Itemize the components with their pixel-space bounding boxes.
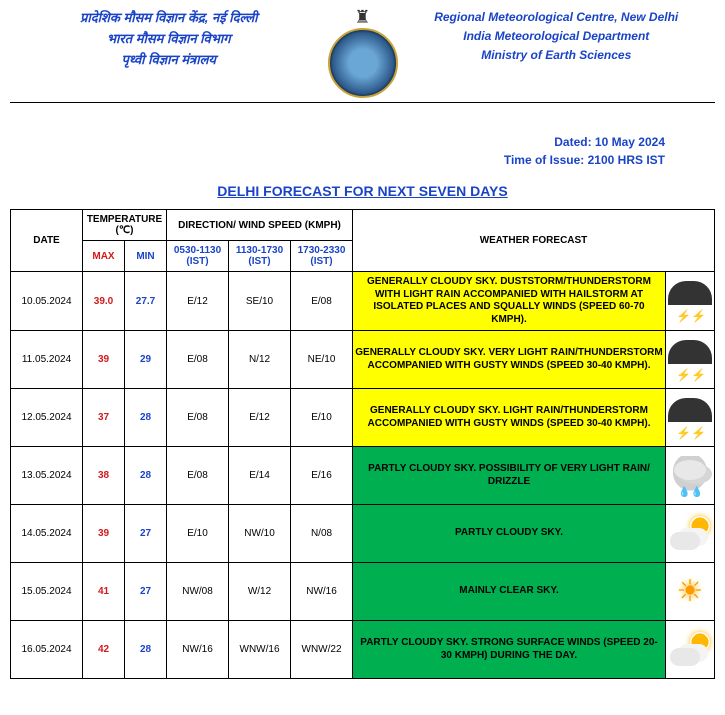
weather-icon-cell bbox=[666, 505, 715, 563]
weather-icon-cell bbox=[666, 563, 715, 621]
wind-slot3: WNW/22 bbox=[291, 621, 353, 679]
partly-icon bbox=[668, 630, 712, 670]
max-temp: 39.0 bbox=[83, 272, 125, 331]
max-temp: 38 bbox=[83, 447, 125, 505]
th-slot1: 0530-1130 (IST) bbox=[167, 241, 229, 272]
header-divider bbox=[10, 102, 715, 103]
date-cell: 13.05.2024 bbox=[11, 447, 83, 505]
eng-line-2: India Meteorological Department bbox=[408, 27, 706, 46]
max-temp: 39 bbox=[83, 331, 125, 389]
wind-slot1: E/08 bbox=[167, 447, 229, 505]
max-temp: 37 bbox=[83, 389, 125, 447]
wind-slot2: WNW/16 bbox=[229, 621, 291, 679]
page-title: DELHI FORECAST FOR NEXT SEVEN DAYS bbox=[0, 175, 725, 209]
forecast-text: PARTLY CLOUDY SKY. bbox=[353, 505, 666, 563]
date-cell: 12.05.2024 bbox=[11, 389, 83, 447]
forecast-text: PARTLY CLOUDY SKY. POSSIBILITY OF VERY L… bbox=[353, 447, 666, 505]
imd-seal-icon bbox=[328, 28, 398, 98]
th-slot3: 1730-2330 (IST) bbox=[291, 241, 353, 272]
min-temp: 28 bbox=[125, 447, 167, 505]
th-temperature: TEMPERATURE (℃) bbox=[83, 210, 167, 241]
min-temp: 28 bbox=[125, 621, 167, 679]
min-temp: 27 bbox=[125, 505, 167, 563]
wind-slot3: E/08 bbox=[291, 272, 353, 331]
th-forecast: WEATHER FORECAST bbox=[353, 210, 715, 272]
weather-icon-cell bbox=[666, 272, 715, 331]
wind-slot2: E/14 bbox=[229, 447, 291, 505]
weather-icon-cell bbox=[666, 389, 715, 447]
rain-icon bbox=[668, 456, 712, 496]
forecast-table: DATE TEMPERATURE (℃) DIRECTION/ WIND SPE… bbox=[10, 209, 715, 679]
wind-slot2: E/12 bbox=[229, 389, 291, 447]
min-temp: 27.7 bbox=[125, 272, 167, 331]
wind-slot1: E/08 bbox=[167, 389, 229, 447]
table-row: 13.05.20243828E/08E/14E/16PARTLY CLOUDY … bbox=[11, 447, 715, 505]
min-temp: 27 bbox=[125, 563, 167, 621]
wind-slot1: NW/08 bbox=[167, 563, 229, 621]
eng-line-3: Ministry of Earth Sciences bbox=[408, 46, 706, 65]
forecast-text: GENERALLY CLOUDY SKY. DUSTSTORM/THUNDERS… bbox=[353, 272, 666, 331]
wind-slot2: NW/10 bbox=[229, 505, 291, 563]
wind-slot2: SE/10 bbox=[229, 272, 291, 331]
wind-slot1: E/10 bbox=[167, 505, 229, 563]
header-english: Regional Meteorological Centre, New Delh… bbox=[408, 8, 706, 66]
weather-icon-cell bbox=[666, 621, 715, 679]
wind-slot1: NW/16 bbox=[167, 621, 229, 679]
max-temp: 42 bbox=[83, 621, 125, 679]
wind-slot3: NW/16 bbox=[291, 563, 353, 621]
dated: Dated: 10 May 2024 bbox=[0, 133, 665, 151]
hindi-line-3: पृथ्वी विज्ञान मंत्रालय bbox=[20, 50, 318, 71]
th-min: MIN bbox=[125, 241, 167, 272]
forecast-text: MAINLY CLEAR SKY. bbox=[353, 563, 666, 621]
date-cell: 15.05.2024 bbox=[11, 563, 83, 621]
forecast-text: GENERALLY CLOUDY SKY. VERY LIGHT RAIN/TH… bbox=[353, 331, 666, 389]
hindi-line-1: प्रादेशिक मौसम विज्ञान केंद्र, नई दिल्ली bbox=[20, 8, 318, 29]
th-date: DATE bbox=[11, 210, 83, 272]
wind-slot3: E/16 bbox=[291, 447, 353, 505]
wind-slot3: N/08 bbox=[291, 505, 353, 563]
wind-slot2: W/12 bbox=[229, 563, 291, 621]
sun-icon bbox=[668, 572, 712, 612]
wind-slot3: NE/10 bbox=[291, 331, 353, 389]
max-temp: 39 bbox=[83, 505, 125, 563]
hindi-line-2: भारत मौसम विज्ञान विभाग bbox=[20, 29, 318, 50]
weather-icon-cell bbox=[666, 331, 715, 389]
th-max: MAX bbox=[83, 241, 125, 272]
wind-slot3: E/10 bbox=[291, 389, 353, 447]
table-row: 15.05.20244127NW/08W/12NW/16MAINLY CLEAR… bbox=[11, 563, 715, 621]
forecast-text: PARTLY CLOUDY SKY. STRONG SURFACE WINDS … bbox=[353, 621, 666, 679]
table-row: 10.05.202439.027.7E/12SE/10E/08GENERALLY… bbox=[11, 272, 715, 331]
table-row: 11.05.20243929E/08N/12NE/10GENERALLY CLO… bbox=[11, 331, 715, 389]
storm-icon bbox=[668, 398, 712, 438]
wind-slot1: E/12 bbox=[167, 272, 229, 331]
table-row: 14.05.20243927E/10NW/10N/08PARTLY CLOUDY… bbox=[11, 505, 715, 563]
wind-slot2: N/12 bbox=[229, 331, 291, 389]
dateline: Dated: 10 May 2024 Time of Issue: 2100 H… bbox=[0, 109, 725, 175]
header: प्रादेशिक मौसम विज्ञान केंद्र, नई दिल्ली… bbox=[0, 0, 725, 102]
emblem: ♜ bbox=[318, 8, 408, 98]
storm-icon bbox=[668, 340, 712, 380]
min-temp: 28 bbox=[125, 389, 167, 447]
header-hindi: प्रादेशिक मौसम विज्ञान केंद्र, नई दिल्ली… bbox=[20, 8, 318, 70]
max-temp: 41 bbox=[83, 563, 125, 621]
eng-line-1: Regional Meteorological Centre, New Delh… bbox=[408, 8, 706, 27]
partly-icon bbox=[668, 514, 712, 554]
ashoka-emblem-icon: ♜ bbox=[318, 8, 408, 26]
date-cell: 10.05.2024 bbox=[11, 272, 83, 331]
date-cell: 14.05.2024 bbox=[11, 505, 83, 563]
table-row: 16.05.20244228NW/16WNW/16WNW/22PARTLY CL… bbox=[11, 621, 715, 679]
weather-icon-cell bbox=[666, 447, 715, 505]
time-of-issue: Time of Issue: 2100 HRS IST bbox=[0, 151, 665, 169]
table-row: 12.05.20243728E/08E/12E/10GENERALLY CLOU… bbox=[11, 389, 715, 447]
storm-icon bbox=[668, 281, 712, 321]
forecast-text: GENERALLY CLOUDY SKY. LIGHT RAIN/THUNDER… bbox=[353, 389, 666, 447]
date-cell: 11.05.2024 bbox=[11, 331, 83, 389]
date-cell: 16.05.2024 bbox=[11, 621, 83, 679]
th-slot2: 1130-1730 (IST) bbox=[229, 241, 291, 272]
wind-slot1: E/08 bbox=[167, 331, 229, 389]
min-temp: 29 bbox=[125, 331, 167, 389]
th-wind: DIRECTION/ WIND SPEED (KMPH) bbox=[167, 210, 353, 241]
